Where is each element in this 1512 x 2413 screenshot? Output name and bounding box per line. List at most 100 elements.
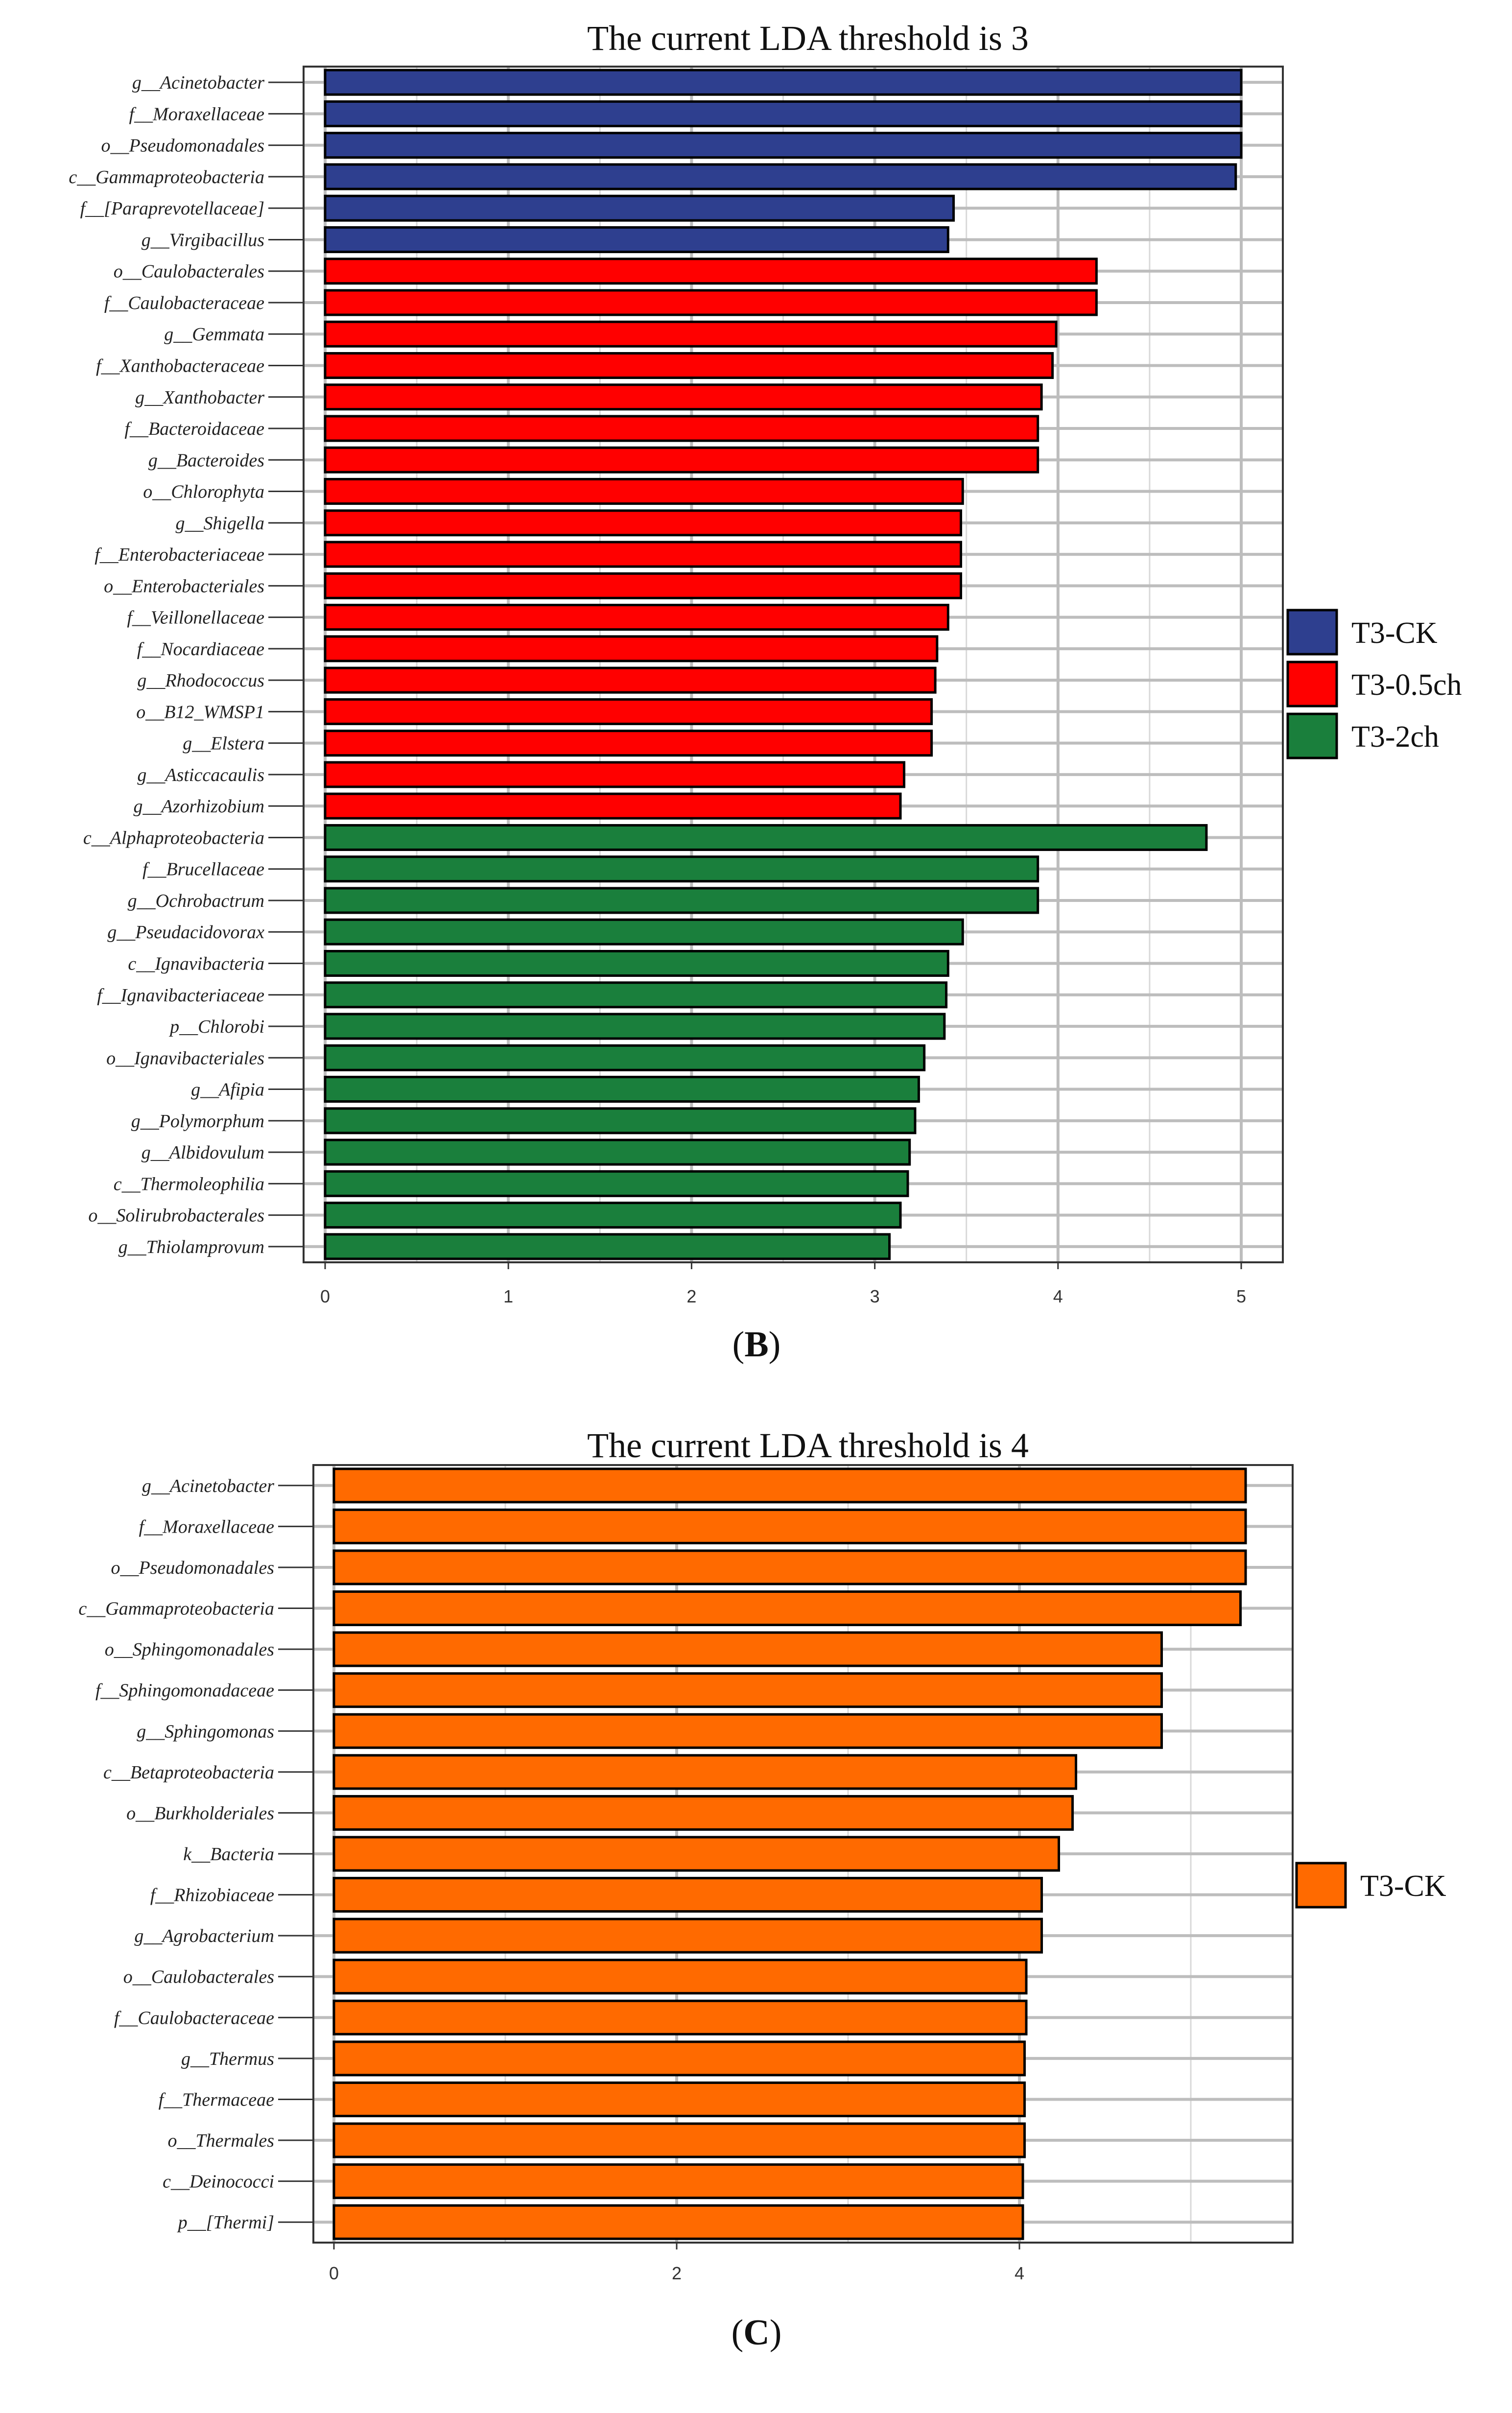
x-tick-label: 0 bbox=[329, 2263, 339, 2283]
x-tick-label: 1 bbox=[503, 1286, 513, 1306]
bar-g-asticcacaulis bbox=[324, 761, 905, 788]
category-label: c__Deinococci bbox=[163, 2172, 274, 2192]
x-tick-label: 2 bbox=[686, 1286, 696, 1306]
category-label: p__[Thermi] bbox=[177, 2212, 274, 2233]
chart-b-panel-letter: B bbox=[744, 1325, 768, 1365]
category-label: c__Gammaproteobacteria bbox=[78, 1599, 274, 1619]
bar-o-chlorophyta bbox=[324, 478, 964, 505]
bar-g-polymorphum bbox=[324, 1107, 917, 1135]
bar-g-elstera bbox=[324, 730, 933, 757]
chart-c-x-axis: 0 2 4 bbox=[329, 2243, 1024, 2283]
category-label: f__Nocardiaceae bbox=[137, 639, 264, 660]
legend-swatch-t3-2ch bbox=[1286, 712, 1338, 759]
bar-c-ignavibacteria bbox=[324, 950, 949, 977]
category-label: f__Caulobacteraceae bbox=[114, 2008, 274, 2028]
chart-b-category-labels: g__Acinetobacter f__Moraxellaceae o__Pseud… bbox=[69, 72, 304, 1257]
bar-k-bacteria bbox=[332, 1836, 1060, 1872]
category-label: g__Ochrobactrum bbox=[128, 891, 264, 911]
bar-o-pseudomonadales bbox=[332, 1549, 1247, 1585]
chart-b-panel-label: (B) bbox=[732, 1325, 781, 1365]
category-label: o__Enterobacteriales bbox=[104, 576, 264, 596]
bar-g-gemmata bbox=[324, 320, 1058, 348]
chart-b: The current LDA threshold is 3 g__Acinet… bbox=[69, 19, 1462, 1365]
category-label: p__Chlorobi bbox=[168, 1017, 264, 1037]
category-label: o__Caulobacterales bbox=[123, 1967, 274, 1987]
chart-c-title: The current LDA threshold is 4 bbox=[587, 1426, 1029, 1465]
category-label: f__Brucellaceae bbox=[142, 859, 264, 880]
chart-b-frame bbox=[303, 66, 1284, 1263]
bar-o-solirubrobacterales bbox=[324, 1202, 902, 1229]
x-tick-label: 2 bbox=[672, 2263, 682, 2283]
bar-p-chlorobi bbox=[324, 1013, 946, 1040]
bar-c-betaproteobacteria bbox=[332, 1754, 1077, 1790]
bar-f-moraxellaceae bbox=[324, 100, 1243, 127]
chart-c: The current LDA threshold is 4 g__Acinet… bbox=[78, 1426, 1446, 2353]
bar-f-moraxellaceae bbox=[332, 1508, 1247, 1544]
category-label: g__Elstera bbox=[183, 733, 264, 754]
bar-f-paraprevotellaceae- bbox=[324, 194, 955, 222]
bar-g-thiolamprovum bbox=[324, 1233, 891, 1260]
category-label: c__Thermoleophilia bbox=[114, 1174, 264, 1194]
category-label: g__Afipia bbox=[191, 1080, 264, 1100]
bar-o-ignavibacteriales bbox=[324, 1044, 926, 1071]
category-label: g__Gemmata bbox=[164, 324, 264, 345]
category-label: f__Ignavibacteriaceae bbox=[97, 985, 264, 1006]
legend-label: T3-2ch bbox=[1351, 720, 1439, 754]
category-label: g__Bacteroides bbox=[148, 450, 264, 471]
bar-c-thermoleophilia bbox=[324, 1170, 909, 1197]
category-label: g__Virgibacillus bbox=[142, 230, 264, 250]
bar-f-caulobacteraceae bbox=[324, 289, 1098, 316]
category-label: f__Rhizobiaceae bbox=[150, 1885, 274, 1906]
bar-f-ignavibacteriaceae bbox=[324, 981, 948, 1009]
category-label: o__Pseudomonadales bbox=[101, 136, 264, 156]
category-label: g__Acinetobacter bbox=[132, 72, 264, 93]
bar-g-virgibacillus bbox=[324, 226, 949, 253]
bar-c-gammaproteobacteria bbox=[332, 1590, 1242, 1627]
bar-f-xanthobacteraceae bbox=[324, 352, 1054, 379]
category-label: o__Thermales bbox=[168, 2130, 274, 2151]
category-label: f__Enterobacteriaceae bbox=[94, 544, 264, 565]
bar-o-b12-wmsp1 bbox=[324, 698, 933, 725]
bar-c-gammaproteobacteria bbox=[324, 163, 1237, 190]
bar-p-thermi- bbox=[332, 2204, 1024, 2240]
category-label: o__Burkholderiales bbox=[126, 1803, 274, 1823]
bar-g-pseudacidovorax bbox=[324, 918, 964, 946]
category-label: f__Veillonellaceae bbox=[127, 608, 264, 628]
category-label: g__Asticcacaulis bbox=[137, 765, 264, 785]
bar-f-bacteroidaceae bbox=[324, 415, 1040, 442]
bar-o-caulobacterales bbox=[324, 258, 1098, 285]
category-label: o__B12_WMSP1 bbox=[136, 702, 264, 722]
category-label: f__Thermaceae bbox=[159, 2089, 275, 2110]
category-label: c__Gammaproteobacteria bbox=[69, 167, 264, 188]
x-tick-label: 4 bbox=[1053, 1286, 1063, 1306]
category-label: f__[Paraprevotellaceae] bbox=[80, 198, 264, 219]
category-label: f__Caulobacteraceae bbox=[104, 293, 264, 313]
category-label: f__Sphingomonadaceae bbox=[95, 1680, 274, 1701]
bar-c-deinococci bbox=[332, 2163, 1024, 2200]
bar-g-ochrobactrum bbox=[324, 887, 1040, 914]
legend-swatch-t3-ck bbox=[1295, 1862, 1347, 1909]
category-label: g__Thiolamprovum bbox=[118, 1237, 264, 1257]
category-label: k__Bacteria bbox=[183, 1844, 274, 1865]
legend-swatch-t3-ck bbox=[1286, 609, 1338, 656]
category-label: f__Moraxellaceae bbox=[129, 104, 265, 124]
category-label: f__Xanthobacteraceae bbox=[96, 356, 264, 377]
bar-f-rhizobiaceae bbox=[332, 1877, 1043, 1913]
category-label: o__Chlorophyta bbox=[143, 482, 264, 502]
category-label: g__Polymorphum bbox=[131, 1111, 264, 1132]
bar-g-sphingomonas bbox=[332, 1713, 1163, 1749]
bar-o-caulobacterales bbox=[332, 1959, 1028, 1995]
bar-g-thermus bbox=[332, 2040, 1026, 2077]
category-label: g__Xanthobacter bbox=[135, 387, 264, 408]
legend-label: T3-0.5ch bbox=[1351, 668, 1462, 702]
chart-c-bars bbox=[332, 1467, 1247, 2240]
legend-swatch-t3-0-5ch bbox=[1286, 661, 1338, 708]
category-label: f__Moraxellaceae bbox=[139, 1516, 275, 1537]
chart-c-category-labels: g__Acinetobacter f__Moraxellaceae o__Pseud… bbox=[78, 1476, 313, 2233]
category-label: c__Alphaproteobacteria bbox=[83, 828, 264, 848]
category-label: g__Thermus bbox=[181, 2049, 274, 2069]
bar-g-acinetobacter bbox=[332, 1467, 1247, 1504]
category-label: g__Shigella bbox=[175, 513, 264, 534]
x-tick-label: 5 bbox=[1236, 1286, 1246, 1306]
